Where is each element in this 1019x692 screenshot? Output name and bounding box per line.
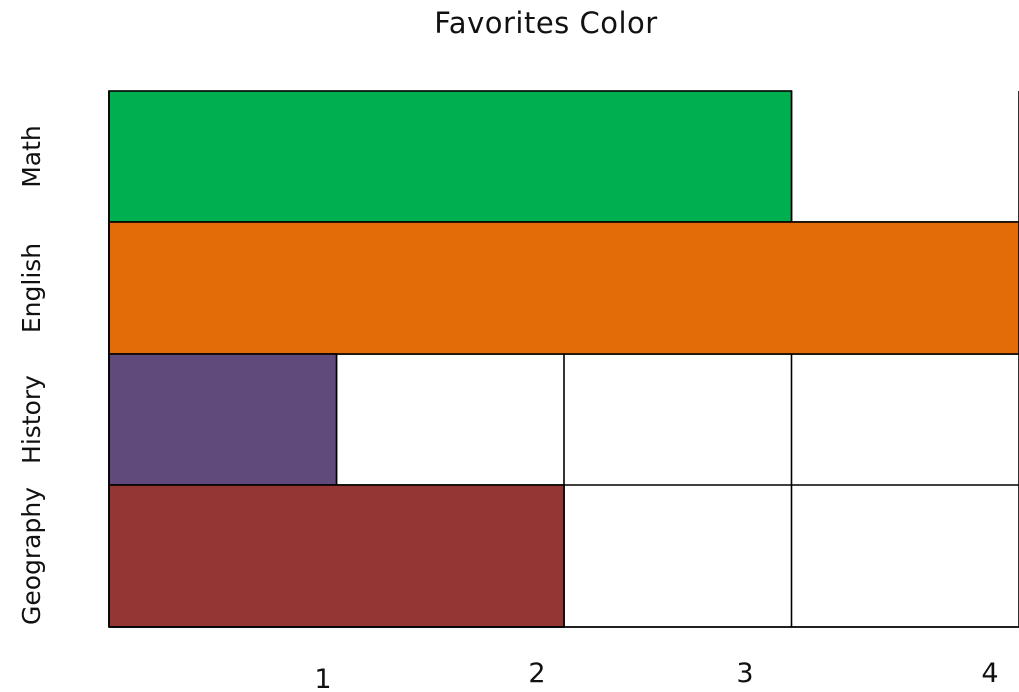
x-tick-label: 3 (736, 658, 753, 689)
category-label: English (17, 243, 46, 333)
category-label: Geography (17, 487, 46, 625)
category-label: Math (17, 125, 46, 188)
x-tick-label: 1 (314, 664, 331, 692)
category-label: History (17, 375, 46, 464)
x-tick-label: 4 (981, 658, 998, 689)
x-tick-label: 2 (528, 658, 545, 689)
bar-geography (108, 484, 565, 628)
bar-english (108, 221, 1019, 355)
bar-history (108, 353, 338, 486)
bar-math (108, 90, 793, 223)
chart-title: Favorites Color (434, 6, 658, 40)
